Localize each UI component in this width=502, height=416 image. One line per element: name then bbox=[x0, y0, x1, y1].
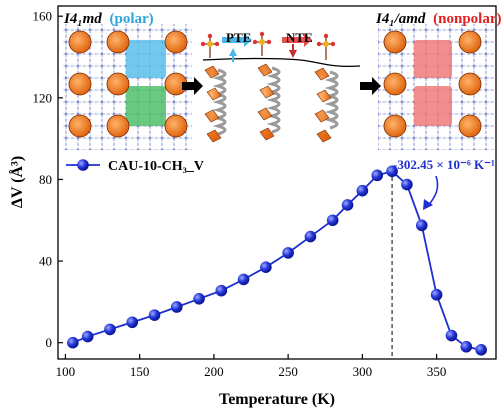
y-tick-label: 80 bbox=[39, 172, 52, 187]
nte-arrow-icon bbox=[282, 33, 312, 47]
right-phase-title: I4₁/amd (nonpolar) bbox=[375, 11, 502, 27]
left-phase-title: I4₁md (polar) bbox=[63, 11, 154, 27]
data-point bbox=[193, 293, 205, 305]
y-tick-label: 120 bbox=[33, 90, 53, 105]
arrow-right-icon-2 bbox=[360, 77, 381, 95]
right-phase-space-group: I4₁/amd bbox=[375, 11, 426, 27]
data-point bbox=[126, 316, 139, 329]
y-axis-label: ΔV (Å³) bbox=[8, 156, 26, 208]
slope-annotation: -302.45 × 10⁻⁶ K⁻¹ bbox=[393, 157, 495, 172]
data-point bbox=[104, 323, 116, 336]
slope-arrow bbox=[427, 175, 439, 207]
legend: CAU-10-CH₃_V bbox=[66, 159, 204, 174]
data-point bbox=[445, 329, 458, 342]
left-phase-descriptor: (polar) bbox=[109, 11, 153, 27]
right-phase-descriptor: (nonpolar) bbox=[433, 11, 501, 27]
data-point bbox=[430, 288, 443, 301]
series-group bbox=[67, 165, 487, 356]
x-axis-ticks: 100 150 200 250 300 350 bbox=[56, 354, 447, 379]
data-point bbox=[304, 230, 317, 243]
y-axis-ticks: 0 40 80 120 160 bbox=[33, 9, 63, 350]
legend-label: CAU-10-CH₃_V bbox=[108, 159, 204, 174]
data-point bbox=[81, 330, 94, 343]
x-tick-label: 100 bbox=[56, 364, 76, 379]
legend-marker bbox=[77, 159, 89, 171]
x-axis-label: Temperature (K) bbox=[219, 391, 335, 408]
pte-up-arrow-icon bbox=[229, 48, 237, 62]
nte-down-arrow-icon bbox=[289, 44, 297, 58]
x-tick-label: 150 bbox=[130, 364, 150, 379]
data-point bbox=[371, 169, 384, 182]
x-tick-label: 250 bbox=[278, 364, 298, 379]
data-point bbox=[460, 340, 473, 353]
data-point bbox=[67, 336, 79, 349]
data-point bbox=[326, 214, 339, 227]
plot-frame bbox=[57, 5, 497, 360]
data-point bbox=[170, 301, 183, 313]
polar-lattice-picture bbox=[62, 24, 192, 150]
data-point bbox=[356, 184, 369, 197]
nonpolar-lattice-picture bbox=[378, 24, 494, 150]
data-point bbox=[401, 178, 413, 191]
data-point bbox=[282, 247, 294, 259]
spring-transition-picture bbox=[200, 31, 361, 143]
slope-arrowhead-icon bbox=[423, 199, 433, 210]
data-point bbox=[148, 309, 161, 321]
pte-arrow-icon bbox=[222, 33, 252, 47]
data-point bbox=[415, 219, 428, 232]
data-point bbox=[215, 284, 228, 297]
x-tick-label: 350 bbox=[427, 364, 447, 379]
data-point bbox=[237, 273, 250, 286]
data-point bbox=[386, 165, 398, 178]
left-phase-space-group: I4₁md bbox=[63, 11, 102, 27]
arrow-right-icon bbox=[182, 77, 203, 95]
nte-label: NTE bbox=[286, 30, 313, 45]
inset-structure-illustration: PTE NTE bbox=[62, 24, 494, 150]
data-point bbox=[260, 261, 272, 273]
y-tick-label: 160 bbox=[33, 9, 53, 24]
y-tick-label: 0 bbox=[46, 335, 53, 350]
data-point bbox=[475, 344, 487, 356]
x-tick-label: 300 bbox=[353, 364, 373, 379]
y-tick-label: 40 bbox=[39, 254, 52, 269]
data-point bbox=[341, 199, 354, 211]
x-tick-label: 200 bbox=[204, 364, 224, 379]
pte-label: PTE bbox=[226, 30, 251, 45]
